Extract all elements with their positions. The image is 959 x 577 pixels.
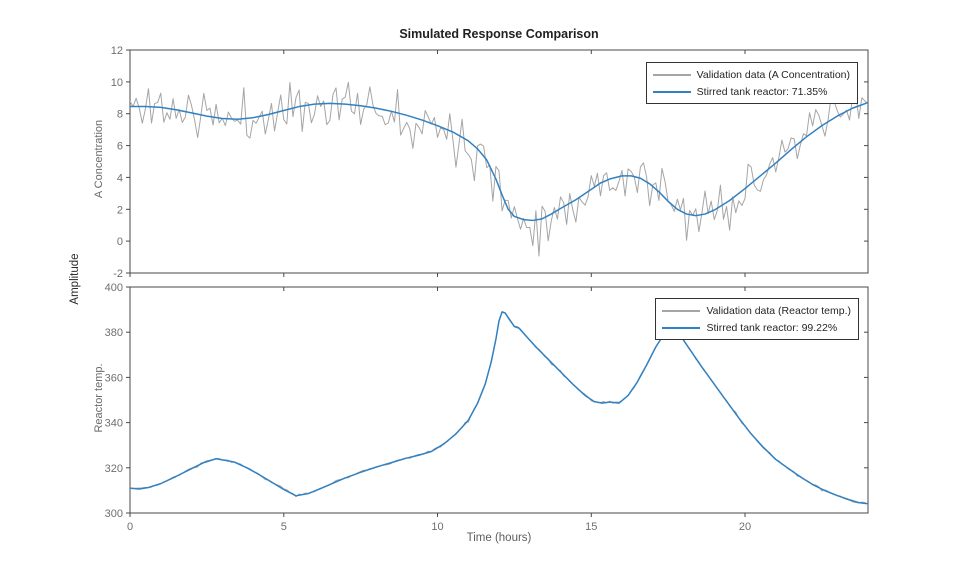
model-response-line xyxy=(130,311,868,505)
y-tick-label: 8 xyxy=(117,109,123,121)
legend-label-model: Stirred tank reactor: 99.22% xyxy=(706,321,838,334)
y-tick-label: 2 xyxy=(117,204,123,216)
x-tick-label: 15 xyxy=(585,521,597,533)
y-tick-label: 320 xyxy=(105,463,123,475)
x-tick-label: 10 xyxy=(431,521,443,533)
model-line-sample-icon xyxy=(662,326,701,329)
model-line-sample-icon xyxy=(652,90,691,93)
legend-item-model: Stirred tank reactor: 99.22% xyxy=(662,319,851,336)
y-tick-label: 10 xyxy=(111,77,123,89)
y-tick-label: 400 xyxy=(105,282,123,294)
y-tick-label: -2 xyxy=(113,268,123,280)
legend-item-validation: Validation data (Reactor temp.) xyxy=(662,302,851,319)
legend-label-validation: Validation data (A Concentration) xyxy=(696,68,850,81)
y-tick-label: 300 xyxy=(105,508,123,520)
x-axis-label: Time (hours) xyxy=(466,532,532,544)
validation-data-line xyxy=(130,81,868,257)
chart-title: Simulated Response Comparison xyxy=(399,27,599,41)
y-tick-label: 360 xyxy=(105,372,123,384)
y-tick-label: 380 xyxy=(105,327,123,339)
legend-top-plot: Validation data (A Concentration) Stirre… xyxy=(645,62,858,104)
legend-label-validation: Validation data (Reactor temp.) xyxy=(706,304,851,317)
x-tick-label: 0 xyxy=(127,521,133,533)
x-tick-label: 5 xyxy=(281,521,287,533)
model-response-line xyxy=(130,101,868,222)
y-tick-label: 6 xyxy=(117,141,123,153)
legend-label-model: Stirred tank reactor: 71.35% xyxy=(696,85,828,98)
legend-bottom-plot: Validation data (Reactor temp.) Stirred … xyxy=(655,298,859,340)
legend-item-model: Stirred tank reactor: 71.35% xyxy=(652,83,850,100)
y-tick-label: 340 xyxy=(105,418,123,430)
x-tick-label: 20 xyxy=(739,521,751,533)
y-tick-label: 0 xyxy=(117,236,123,248)
y-tick-label: 4 xyxy=(117,172,123,184)
legend-item-validation: Validation data (A Concentration) xyxy=(652,66,850,83)
y-tick-label: 12 xyxy=(111,45,123,57)
validation-line-sample-icon xyxy=(652,73,691,76)
validation-line-sample-icon xyxy=(662,309,701,312)
validation-data-line xyxy=(130,311,868,505)
